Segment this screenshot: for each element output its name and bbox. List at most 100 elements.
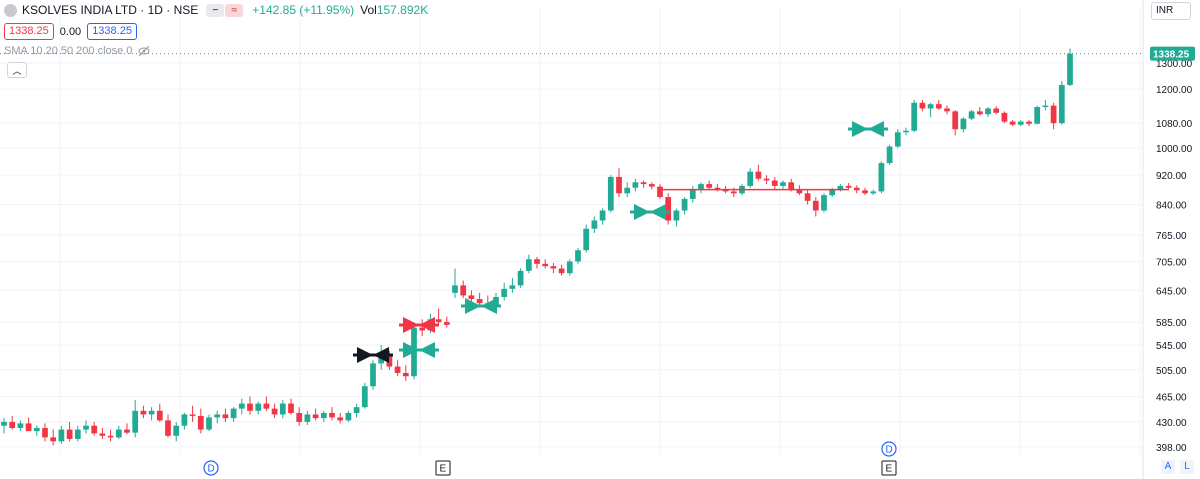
candle-body[interactable] [763,178,770,181]
candle-body[interactable] [296,412,303,422]
candle-body[interactable] [558,268,565,274]
candle-body[interactable] [616,176,622,194]
candle-body[interactable] [1017,121,1024,125]
candle-body[interactable] [525,259,532,271]
candle-body[interactable] [681,198,688,211]
candle-body[interactable] [771,180,778,186]
candle-body[interactable] [132,410,139,433]
candle-body[interactable] [74,429,81,439]
candle-body[interactable] [960,118,967,130]
buy-price-button[interactable]: 1338.25 [87,23,137,40]
candle-body[interactable] [1042,105,1049,108]
candle-body[interactable] [1058,84,1065,124]
candle-body[interactable] [197,415,204,430]
candle-body[interactable] [607,176,614,211]
candle-body[interactable] [320,412,327,419]
indicator-legend[interactable]: SMA 10 20 50 200 close 0 [4,45,150,57]
candle-body[interactable] [1009,121,1016,125]
candle-body[interactable] [263,403,270,409]
candle-body[interactable] [83,425,89,430]
candle-body[interactable] [575,250,581,262]
candle-body[interactable] [329,412,335,418]
candle-body[interactable] [460,285,467,296]
candle-body[interactable] [747,171,754,186]
candle-body[interactable] [271,408,278,415]
candle-body[interactable] [755,171,762,179]
candle-body[interactable] [42,428,48,438]
candle-body[interactable] [33,428,40,432]
candle-body[interactable] [632,182,639,188]
candle-body[interactable] [640,182,647,185]
auto-scale-button[interactable]: A [1161,460,1175,474]
earnings-marker[interactable] [435,460,451,476]
candle-body[interactable] [903,130,909,133]
candle-body[interactable] [435,319,442,323]
candle-body[interactable] [722,189,729,192]
candle-body[interactable] [673,210,680,221]
candle-body[interactable] [91,425,98,434]
candle-body[interactable] [386,354,393,367]
candle-body[interactable] [993,108,1000,113]
candle-body[interactable] [107,435,114,438]
candle-body[interactable] [812,200,819,211]
candle-body[interactable] [517,270,524,286]
candle-body[interactable] [706,184,713,188]
candle-body[interactable] [870,191,877,194]
candle-body[interactable] [919,102,926,109]
candle-body[interactable] [927,104,934,109]
candle-body[interactable] [648,184,655,187]
candle-body[interactable] [25,423,32,432]
candle-body[interactable] [99,433,106,436]
candle-body[interactable] [361,386,368,408]
candle-body[interactable] [968,111,975,119]
candle-body[interactable] [821,195,827,211]
candle-body[interactable] [911,102,918,131]
candle-body[interactable] [353,407,360,413]
dividend-marker[interactable] [881,441,897,457]
candle-body[interactable] [304,414,311,422]
candle-body[interactable] [156,410,163,421]
candle-body[interactable] [689,189,696,199]
candle-body[interactable] [468,295,475,300]
candle-body[interactable] [665,197,672,221]
candle-body[interactable] [1050,105,1057,124]
candle-body[interactable] [591,220,598,229]
candle-body[interactable] [394,366,401,373]
candle-body[interactable] [140,410,147,415]
candle-body[interactable] [337,417,344,421]
candle-body[interactable] [944,108,950,112]
candle-body[interactable] [206,417,212,430]
candle-body[interactable] [173,425,180,436]
candle-body[interactable] [714,187,721,190]
candle-body[interactable] [230,408,237,419]
candle-body[interactable] [1,421,7,426]
candle-body[interactable] [894,132,901,147]
candle-body[interactable] [402,372,409,377]
candle-body[interactable] [952,111,959,130]
candle-body[interactable] [862,190,868,194]
candle-body[interactable] [312,414,319,419]
candle-body[interactable] [985,108,991,115]
log-scale-button[interactable]: L [1180,460,1194,474]
candle-body[interactable] [181,414,188,426]
candle-body[interactable] [599,210,606,221]
dividend-marker[interactable] [203,460,219,476]
candle-body[interactable] [1001,112,1008,122]
collapse-legend-button[interactable]: ︿ [7,62,27,78]
candle-body[interactable] [345,412,352,421]
candle-body[interactable] [788,182,795,190]
candle-body[interactable] [255,403,262,411]
candle-body[interactable] [976,111,983,115]
candle-body[interactable] [165,420,171,436]
candle-body[interactable] [288,403,294,413]
candle-body[interactable] [17,423,24,429]
candle-body[interactable] [247,403,253,411]
candle-body[interactable] [657,186,663,198]
candle-body[interactable] [1067,53,1073,85]
candle-body[interactable] [501,288,508,297]
candle-body[interactable] [222,414,229,419]
candle-body[interactable] [124,429,130,433]
candle-body[interactable] [476,299,483,304]
candle-body[interactable] [534,259,540,264]
